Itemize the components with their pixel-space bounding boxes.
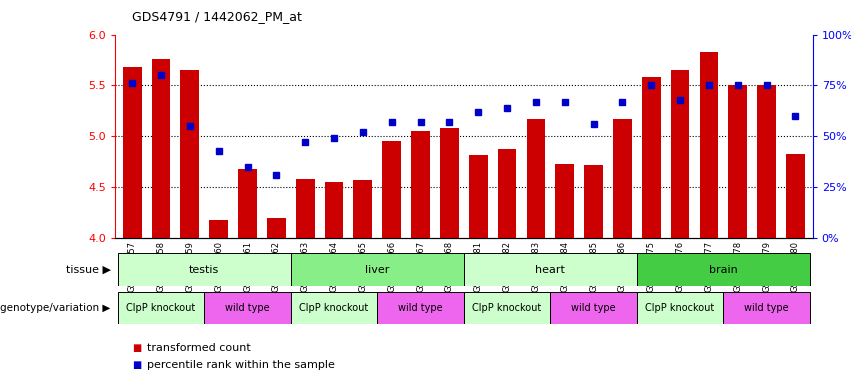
- Bar: [671, 70, 689, 238]
- Bar: [527, 119, 545, 238]
- Bar: [642, 77, 660, 238]
- Bar: [325, 182, 344, 238]
- Bar: [584, 165, 603, 238]
- Bar: [209, 220, 228, 238]
- Bar: [267, 218, 286, 238]
- Text: ClpP knockout: ClpP knockout: [472, 303, 542, 313]
- Text: ClpP knockout: ClpP knockout: [645, 303, 715, 313]
- Text: ClpP knockout: ClpP knockout: [127, 303, 196, 313]
- Bar: [637, 292, 723, 324]
- Bar: [238, 169, 257, 238]
- Bar: [151, 59, 170, 238]
- Bar: [551, 292, 637, 324]
- Text: genotype/variation ▶: genotype/variation ▶: [0, 303, 111, 313]
- Bar: [291, 292, 377, 324]
- Text: ■: ■: [132, 360, 141, 370]
- Bar: [786, 154, 805, 238]
- Bar: [464, 292, 551, 324]
- Bar: [204, 292, 291, 324]
- Bar: [296, 179, 315, 238]
- Bar: [117, 253, 291, 286]
- Text: ClpP knockout: ClpP knockout: [300, 303, 368, 313]
- Bar: [464, 253, 637, 286]
- Text: GDS4791 / 1442062_PM_at: GDS4791 / 1442062_PM_at: [132, 10, 302, 23]
- Bar: [700, 52, 718, 238]
- Text: wild type: wild type: [398, 303, 443, 313]
- Bar: [411, 131, 430, 238]
- Text: heart: heart: [535, 265, 565, 275]
- Text: wild type: wild type: [745, 303, 789, 313]
- Bar: [556, 164, 574, 238]
- Bar: [353, 180, 372, 238]
- Bar: [637, 253, 810, 286]
- Bar: [440, 128, 459, 238]
- Bar: [382, 141, 401, 238]
- Text: percentile rank within the sample: percentile rank within the sample: [147, 360, 335, 370]
- Text: liver: liver: [365, 265, 390, 275]
- Bar: [723, 292, 810, 324]
- Bar: [498, 149, 517, 238]
- Bar: [728, 86, 747, 238]
- Text: transformed count: transformed count: [147, 343, 251, 353]
- Bar: [291, 253, 464, 286]
- Text: wild type: wild type: [571, 303, 616, 313]
- Text: brain: brain: [709, 265, 738, 275]
- Bar: [117, 292, 204, 324]
- Bar: [377, 292, 464, 324]
- Text: testis: testis: [189, 265, 220, 275]
- Bar: [180, 70, 199, 238]
- Bar: [757, 86, 776, 238]
- Bar: [469, 155, 488, 238]
- Text: ■: ■: [132, 343, 141, 353]
- Bar: [123, 67, 141, 238]
- Bar: [613, 119, 631, 238]
- Text: tissue ▶: tissue ▶: [66, 265, 111, 275]
- Text: wild type: wild type: [226, 303, 270, 313]
